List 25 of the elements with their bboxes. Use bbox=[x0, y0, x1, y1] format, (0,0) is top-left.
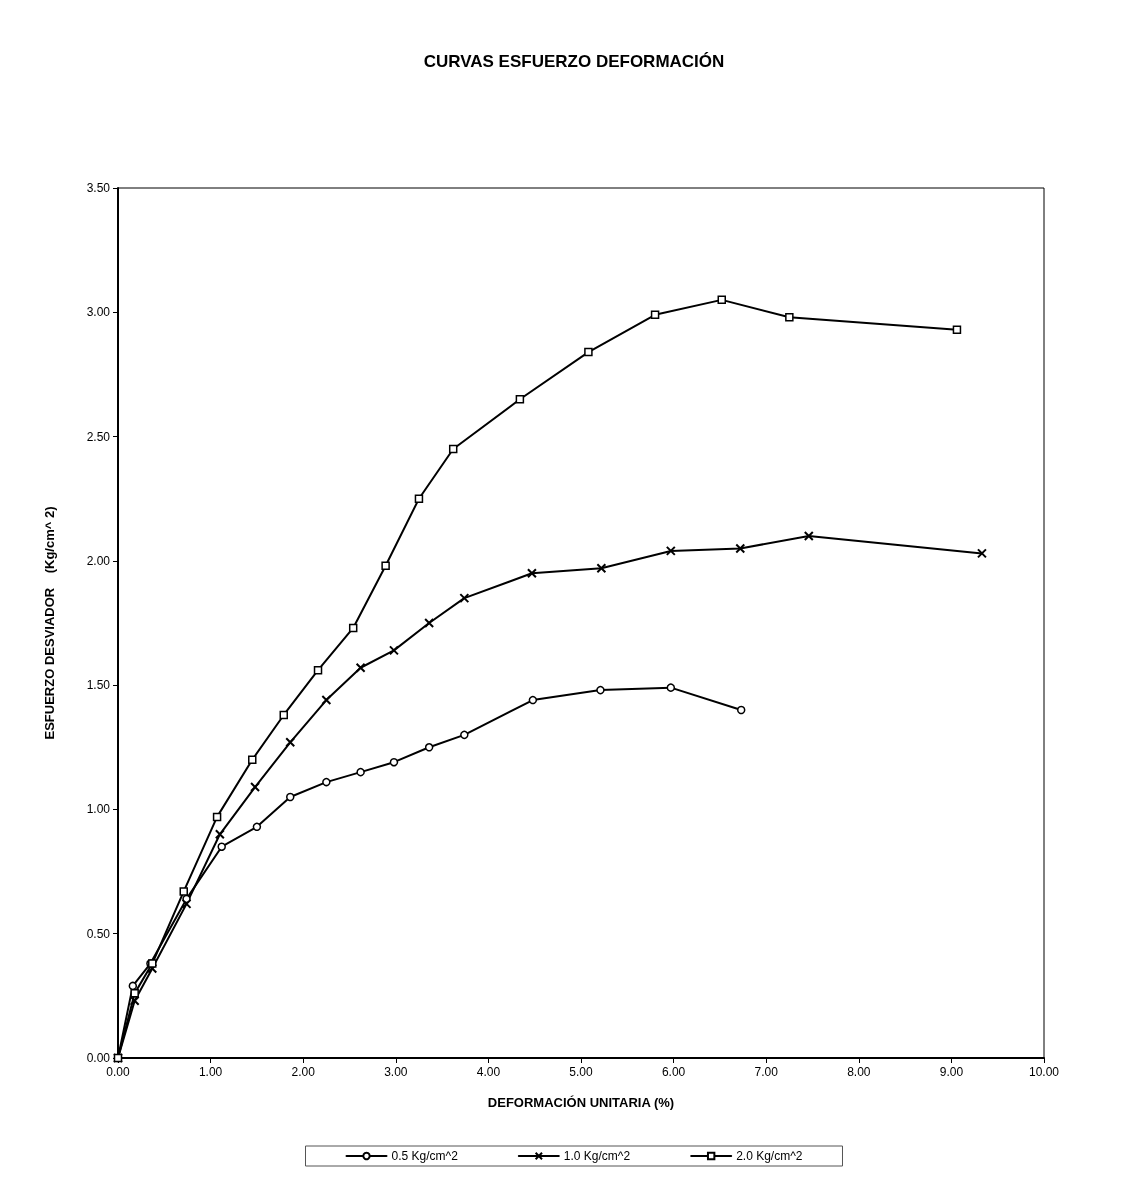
x-tick-label: 1.00 bbox=[198, 1065, 223, 1079]
x-axis-title: DEFORMACIÓN UNITARIA (%) bbox=[487, 1095, 675, 1110]
y-tick-label: 2.50 bbox=[86, 429, 111, 444]
x-tick-label: 5.00 bbox=[569, 1065, 593, 1079]
x-tick-label: 6.00 bbox=[661, 1065, 686, 1079]
y-tick-label: 1.00 bbox=[86, 802, 111, 817]
y-tick-label: 0.00 bbox=[86, 1051, 111, 1065]
legend-label: 1.0 Kg/cm^2 bbox=[563, 1149, 631, 1163]
legend-label: 0.5 Kg/cm^2 bbox=[391, 1149, 459, 1163]
y-tick-label: 3.50 bbox=[86, 181, 111, 195]
x-tick-label: 3.00 bbox=[384, 1065, 408, 1079]
x-tick-label: 9.00 bbox=[939, 1065, 964, 1079]
x-tick-label: 0.00 bbox=[106, 1065, 130, 1079]
y-tick-label: 0.50 bbox=[86, 926, 111, 941]
x-tick-label: 4.00 bbox=[476, 1065, 501, 1079]
y-tick-label: 3.00 bbox=[86, 305, 111, 320]
x-tick-label: 10.00 bbox=[1028, 1065, 1060, 1079]
x-tick-label: 2.00 bbox=[291, 1065, 316, 1079]
x-tick-label: 7.00 bbox=[754, 1065, 779, 1079]
chart-title: CURVAS ESFUERZO DEFORMACIÓN bbox=[423, 52, 725, 71]
y-tick-label: 1.50 bbox=[86, 678, 111, 693]
y-tick-label: 2.00 bbox=[86, 553, 111, 568]
x-tick-label: 8.00 bbox=[847, 1065, 871, 1079]
y-axis-title: ESFUERZO DESVIADOR (Kg/cm^ 2) bbox=[42, 506, 57, 740]
legend-label: 2.0 Kg/cm^2 bbox=[736, 1149, 803, 1163]
